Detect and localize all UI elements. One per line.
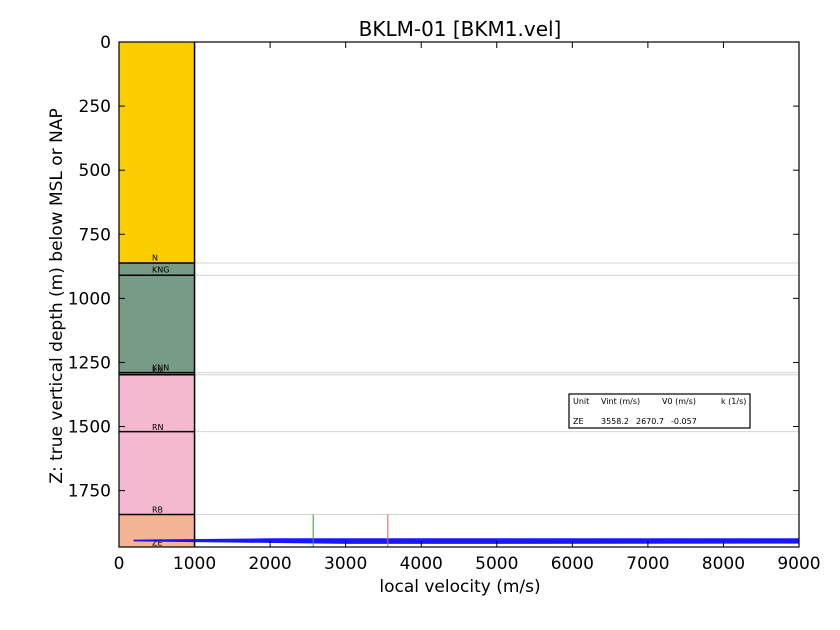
y-tick-label: 750 xyxy=(79,225,111,245)
interval-table-header: k (1/s) xyxy=(721,397,746,406)
interval-table-cell: -0.057 xyxy=(671,417,697,426)
zone-label: KN xyxy=(152,367,163,376)
plot-frame xyxy=(118,41,800,548)
lithology-interval xyxy=(119,372,195,375)
x-tick-label: 7000 xyxy=(626,554,669,574)
x-tick-label: 4000 xyxy=(400,554,443,574)
y-tick-label: 0 xyxy=(100,33,111,53)
zone-label: ZE xyxy=(152,538,163,547)
interval-table-header: V0 (m/s) xyxy=(662,397,696,406)
interval-table: Unit Vint (m/s) V0 (m/s) k (1/s) ZE 3558.2 267… xyxy=(568,393,751,429)
zone-label: N xyxy=(152,253,158,262)
zone-label: KNG xyxy=(152,266,169,275)
interval-table-header: Vint (m/s) xyxy=(601,397,640,406)
y-axis-title: Z: true vertical depth (m) below MSL or … xyxy=(47,108,67,483)
x-tick-label: 3000 xyxy=(324,554,367,574)
interval-table-header: Unit xyxy=(573,397,589,406)
lithology-interval xyxy=(119,262,195,276)
x-tick-label: 6000 xyxy=(551,554,594,574)
y-tick-label: 1500 xyxy=(68,418,111,438)
plot-background xyxy=(119,42,799,547)
zone-label: RN xyxy=(152,423,164,432)
x-axis-title: local velocity (m/s) xyxy=(379,577,540,597)
zone-label: KNN xyxy=(152,364,169,373)
lithology-interval xyxy=(119,42,195,263)
y-tick-label: 1000 xyxy=(68,289,111,309)
y-tick-label: 250 xyxy=(79,97,111,117)
interval-table-cell: 3558.2 xyxy=(601,417,629,426)
x-tick-label: 2000 xyxy=(248,554,291,574)
zone-label: RB xyxy=(152,505,163,514)
lithology-interval xyxy=(119,374,195,432)
lithology-interval xyxy=(119,275,195,373)
interval-table-cell: 2670.7 xyxy=(636,417,664,426)
y-tick-label: 500 xyxy=(79,161,111,181)
x-tick-label: 0 xyxy=(114,554,125,574)
x-tick-label: 9000 xyxy=(777,554,820,574)
x-tick-label: 1000 xyxy=(173,554,216,574)
y-tick-label: 1250 xyxy=(68,353,111,373)
x-tick-label: 8000 xyxy=(702,554,745,574)
x-tick-label: 5000 xyxy=(475,554,518,574)
y-tick-label: 1750 xyxy=(68,482,111,502)
chart-title: BKLM-01 [BKM1.vel] xyxy=(359,17,562,41)
interval-table-cell: ZE xyxy=(573,417,584,426)
lithology-interval xyxy=(119,431,195,515)
interval-table-border xyxy=(568,393,751,429)
